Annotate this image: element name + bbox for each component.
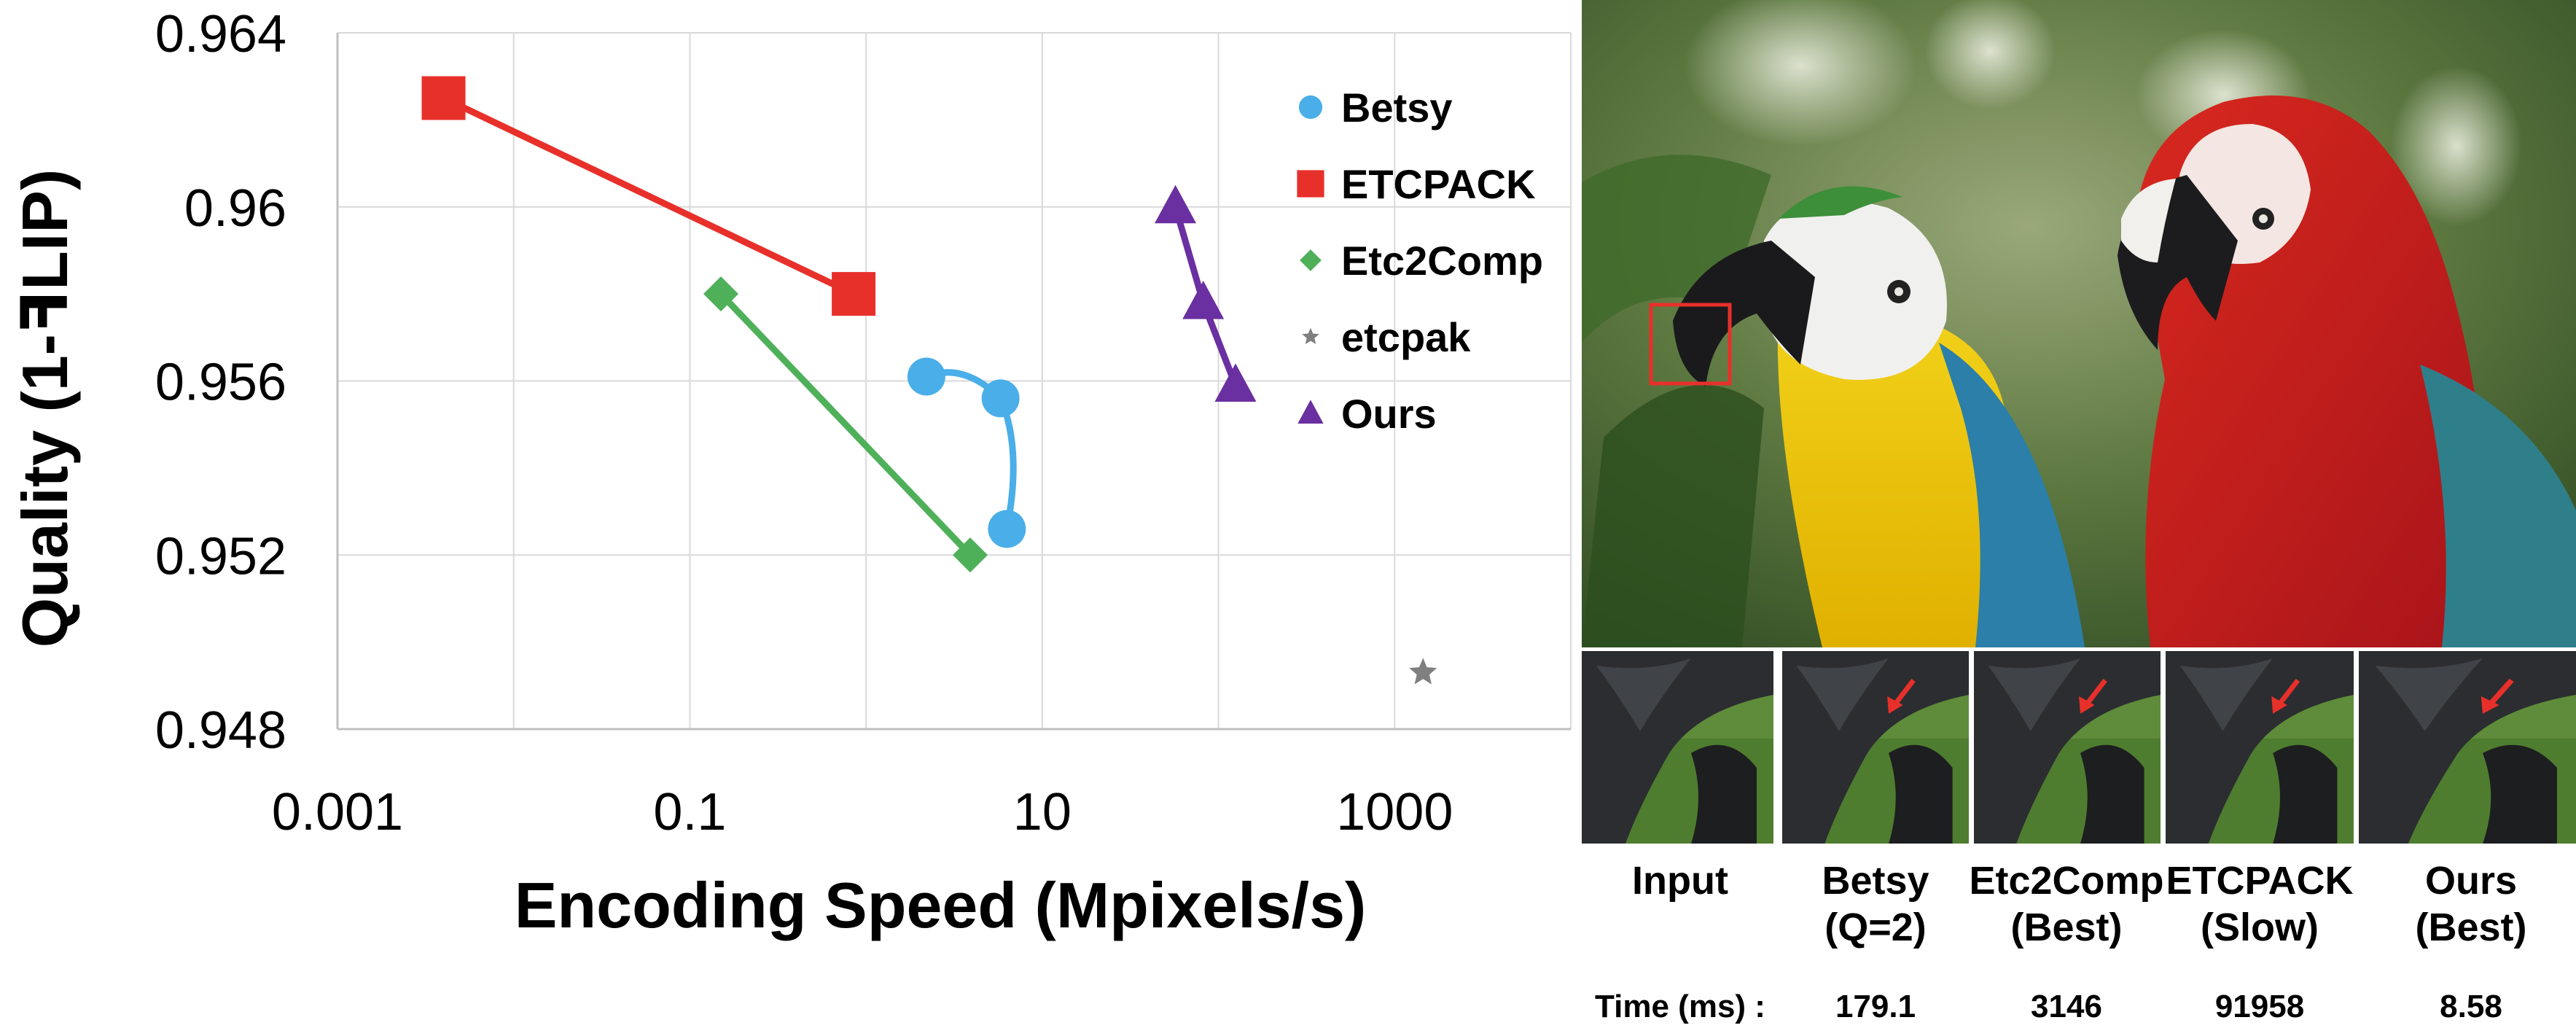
caption-line1: ETCPACK: [2166, 859, 2354, 903]
time-value-betsy: 179.1: [1835, 989, 1916, 1024]
point-betsy: [988, 510, 1026, 548]
legend-label-etc2comp: Etc2Comp: [1341, 238, 1543, 284]
caption-ours: Ours (Best): [2362, 857, 2576, 951]
time-value-input: Time (ms) :: [1595, 989, 1765, 1024]
point-ours: [1214, 363, 1257, 402]
parrots-photo: [1582, 0, 2576, 647]
x-tick-label: 1000: [1336, 783, 1453, 841]
caption-line1: Input: [1632, 859, 1728, 903]
legend-label-betsy: Betsy: [1341, 85, 1453, 131]
legend-marker-etc2comp: [1300, 249, 1322, 271]
series-line-etc2comp: [717, 290, 974, 558]
grid-lines: [336, 32, 1572, 731]
caption-betsy: Betsy (Q=2): [1766, 857, 1985, 951]
caption-line2: (Best): [2010, 906, 2123, 949]
point-etcpack: [421, 76, 466, 120]
caption-etc2comp: Etc2Comp (Best): [1957, 857, 2176, 951]
point-etcpack: [832, 272, 876, 316]
y-axis-title: Quality (1-ꟻLIP): [9, 169, 81, 648]
crop-image-ours: [2359, 651, 2576, 844]
caption-line2: (Best): [2415, 906, 2527, 949]
y-tick-label: 0.96: [184, 179, 286, 238]
y-tick-labels: 0.948 0.952 0.956 0.96 0.964: [155, 5, 286, 760]
highlight-box: [1649, 303, 1732, 386]
data-marks: [421, 76, 1437, 685]
x-tick-label: 0.1: [653, 783, 726, 841]
y-tick-label: 0.948: [155, 701, 286, 760]
caption-etcpack: ETCPACK (Slow): [2150, 857, 2369, 951]
x-tick-labels: 0.001 0.1 10 1000: [272, 783, 1453, 841]
point-betsy: [981, 379, 1020, 418]
y-tick-label: 0.956: [155, 354, 286, 412]
y-tick-label: 0.964: [155, 5, 286, 63]
point-etcpak: [1409, 658, 1437, 685]
comparison-panel: Input Time (ms) : Betsy (Q=2) 179.1 Etc2Comp(…: [1582, 0, 2576, 1028]
caption-line1: Betsy: [1822, 859, 1929, 903]
caption-line2: (Q=2): [1824, 906, 1927, 949]
series-lines: [440, 95, 1239, 558]
legend-marker-etcpack: [1297, 170, 1324, 198]
point-ours: [1155, 184, 1197, 224]
legend-label-ours: Ours: [1341, 391, 1437, 437]
time-value-etcpack: 91958: [2214, 989, 2305, 1024]
caption-input: Input: [1571, 857, 1789, 904]
time-value-ours: 8.58: [2440, 989, 2502, 1024]
legend-marker-betsy: [1298, 95, 1323, 120]
crop-image-betsy: [1782, 651, 1969, 844]
x-axis-title: Encoding Speed (Mpixels/s): [515, 869, 1367, 941]
time-value-etc2comp: 3146: [2031, 989, 2102, 1024]
caption-line1: Ours: [2424, 859, 2518, 903]
parrots-illustration: [1582, 0, 2576, 647]
x-tick-label: 0.001: [272, 783, 403, 841]
legend-label-etcpak: etcpak: [1341, 314, 1471, 360]
caption-line1: Etc2Comp: [1969, 859, 2164, 903]
legend: Betsy ETCPACK Etc2Comp etcpak Ours: [1297, 85, 1543, 437]
point-ours: [1182, 281, 1225, 319]
caption-line2: (Slow): [2201, 906, 2319, 949]
legend-marker-ours: [1297, 400, 1324, 424]
crop-image-etc2comp: [1974, 651, 2161, 844]
point-betsy: [907, 357, 945, 396]
crop-image-etcpack: [2166, 651, 2354, 844]
series-line-etcpack: [440, 95, 857, 297]
x-tick-label: 10: [1013, 783, 1072, 841]
y-tick-label: 0.952: [155, 527, 286, 585]
crop-image-input: [1582, 651, 1773, 844]
legend-marker-etcpak: [1302, 327, 1319, 344]
legend-label-etcpack: ETCPACK: [1341, 161, 1536, 207]
point-etc2comp: [953, 537, 988, 573]
point-etc2comp: [703, 276, 738, 312]
